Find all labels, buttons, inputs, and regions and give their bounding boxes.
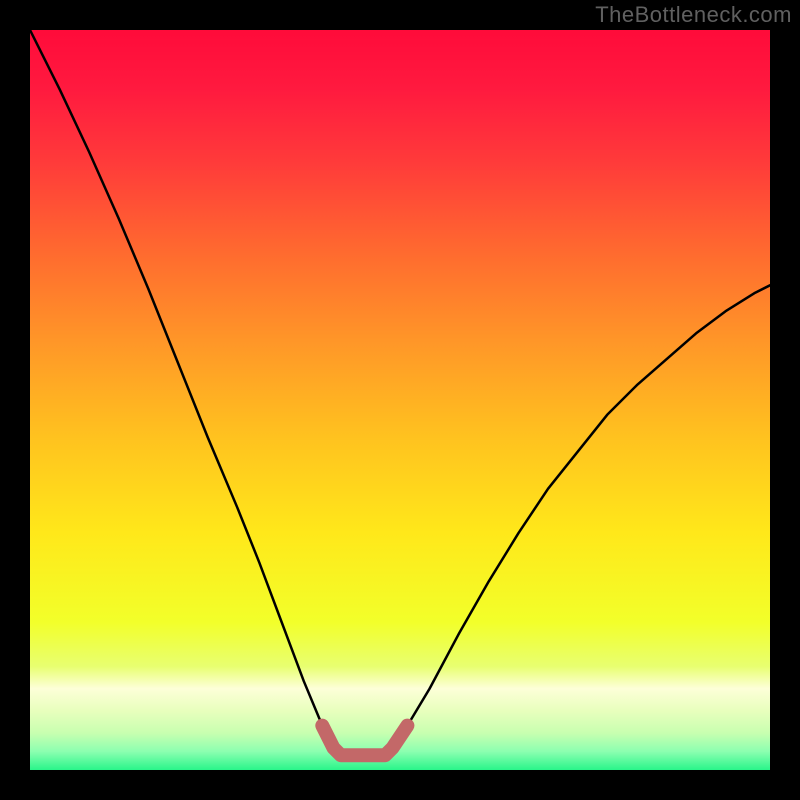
chart-svg: [30, 30, 770, 770]
bottleneck-curve: [30, 30, 770, 755]
flat-region-marker: [322, 726, 407, 756]
chart-plot-area: [30, 30, 770, 770]
watermark-text: TheBottleneck.com: [595, 2, 792, 28]
